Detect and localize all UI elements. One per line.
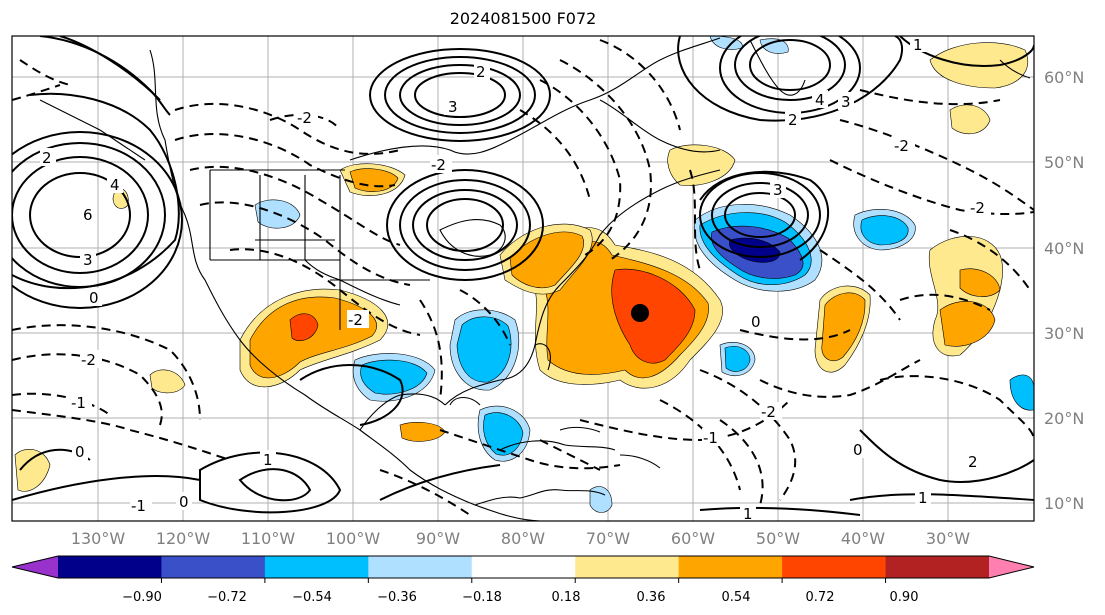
colorbar-swatch bbox=[471, 556, 576, 578]
contour-label: 2 bbox=[968, 453, 978, 471]
colorbar-swatch bbox=[678, 556, 783, 578]
contour-label: -1 bbox=[71, 394, 86, 412]
contour-label: 3 bbox=[773, 181, 783, 199]
colorbar-tick: 0.72 bbox=[806, 590, 835, 605]
contour-label: 0 bbox=[75, 443, 85, 461]
contour-label: 3 bbox=[448, 98, 458, 116]
storm-center-marker bbox=[631, 304, 649, 322]
colorbar-outline bbox=[11, 555, 1035, 579]
colorbar-swatch bbox=[885, 556, 990, 578]
lat-label: 60°N bbox=[1044, 68, 1084, 87]
contour-label: 1 bbox=[918, 489, 928, 507]
contour-label: 2 bbox=[476, 63, 486, 81]
longitude-labels: 130°W 120°W 110°W 100°W 90°W 80°W 70°W 6… bbox=[71, 529, 970, 548]
lon-label: 80°W bbox=[501, 529, 545, 548]
lon-label: 60°W bbox=[671, 529, 715, 548]
lon-label: 120°W bbox=[156, 529, 211, 548]
contour-label: 0 bbox=[853, 441, 863, 459]
colorbar-swatch bbox=[368, 556, 473, 578]
contour-label: -2 bbox=[894, 137, 909, 155]
lon-label: 90°W bbox=[416, 529, 460, 548]
lon-label: 110°W bbox=[241, 529, 296, 548]
contour-label: 1 bbox=[913, 36, 923, 54]
shaded-anomalies bbox=[14, 36, 1034, 513]
lon-label: 70°W bbox=[586, 529, 630, 548]
lat-label: 30°N bbox=[1044, 324, 1084, 343]
colorbar bbox=[11, 555, 1035, 583]
colorbar-tick: 0.36 bbox=[637, 590, 666, 605]
contour-label: 2 bbox=[42, 149, 52, 167]
contour-label: 3 bbox=[83, 251, 93, 269]
lat-label: 40°N bbox=[1044, 239, 1084, 258]
lon-label: 50°W bbox=[756, 529, 800, 548]
graticule bbox=[12, 36, 1034, 521]
lon-label: 40°W bbox=[841, 529, 885, 548]
height-contours bbox=[12, 36, 1034, 516]
lat-label: 10°N bbox=[1044, 494, 1084, 513]
contour-label: 0 bbox=[89, 289, 99, 307]
map-frame bbox=[11, 35, 1035, 522]
colorbar-swatch bbox=[58, 556, 162, 578]
colorbar-tick: 0.90 bbox=[890, 590, 919, 605]
contour-label: -2 bbox=[297, 109, 312, 127]
lat-label: 50°N bbox=[1044, 153, 1084, 172]
colorbar-extend-min bbox=[12, 556, 58, 578]
contour-label: -2 bbox=[81, 351, 96, 369]
colorbar-swatch bbox=[575, 556, 680, 578]
colorbar-swatch bbox=[782, 556, 887, 578]
colorbar-tick: 0.54 bbox=[722, 590, 751, 605]
colorbar-tick: −0.54 bbox=[292, 590, 332, 605]
contour-label: 1 bbox=[743, 505, 753, 523]
contour-label: 3 bbox=[841, 93, 851, 111]
contour-label: 6 bbox=[83, 206, 93, 224]
colorbar-tick: −0.18 bbox=[462, 590, 502, 605]
contour-label: 1 bbox=[263, 451, 273, 469]
contour-label: 2 bbox=[788, 111, 798, 129]
contour-labels: 3 2 3 2 4 6 3 2 4 3 -2 -2 -2 -2 bbox=[40, 36, 991, 523]
lat-label: 20°N bbox=[1044, 409, 1084, 428]
lon-label: 30°W bbox=[926, 529, 970, 548]
colorbar-tick: 0.18 bbox=[552, 590, 581, 605]
contour-label: -2 bbox=[348, 311, 363, 329]
colorbar-extend-max bbox=[989, 556, 1034, 578]
colorbar-tick: −0.90 bbox=[122, 590, 162, 605]
colorbar-swatch bbox=[264, 556, 369, 578]
contour-label: -2 bbox=[761, 403, 776, 421]
colorbar-ticks: −0.90 −0.72 −0.54 −0.36 −0.18 0.18 0.36 … bbox=[122, 590, 918, 605]
map-title: 2024081500 F072 bbox=[449, 9, 597, 28]
contour-label: -2 bbox=[431, 156, 446, 174]
contour-label: 0 bbox=[751, 313, 761, 331]
contour-label: 4 bbox=[110, 176, 120, 194]
lon-label: 130°W bbox=[71, 529, 126, 548]
latitude-labels: 60°N 50°N 40°N 30°N 20°N 10°N bbox=[1044, 68, 1084, 513]
contour-label: -2 bbox=[970, 199, 985, 217]
colorbar-swatch bbox=[161, 556, 266, 578]
contour-label: 4 bbox=[815, 91, 825, 109]
contour-label: -1 bbox=[131, 497, 146, 515]
contour-label: -1 bbox=[703, 429, 718, 447]
colorbar-tick: −0.36 bbox=[377, 590, 417, 605]
lon-label: 100°W bbox=[326, 529, 381, 548]
contour-label: 0 bbox=[179, 493, 189, 511]
colorbar-tick: −0.72 bbox=[207, 590, 247, 605]
